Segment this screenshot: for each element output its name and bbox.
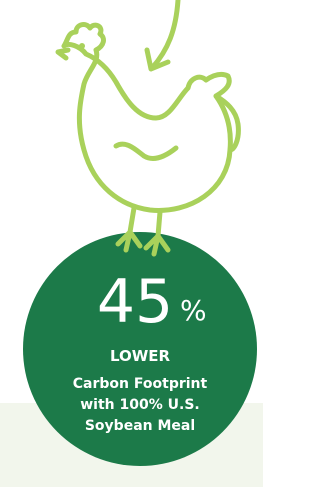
stat-line: Soybean Meal bbox=[85, 418, 195, 434]
stat-number: 45 bbox=[97, 267, 173, 337]
arrow bbox=[147, 0, 178, 69]
stat-unit: % bbox=[180, 294, 207, 327]
stat-line: Carbon Footprint bbox=[73, 376, 208, 392]
infographic: 45 % LOWER Carbon Footprint with 100% U.… bbox=[0, 0, 263, 487]
page: 45 % LOWER Carbon Footprint with 100% U.… bbox=[0, 0, 263, 487]
stat-line: with 100% U.S. bbox=[80, 397, 199, 413]
stat-label: LOWER bbox=[110, 347, 171, 365]
